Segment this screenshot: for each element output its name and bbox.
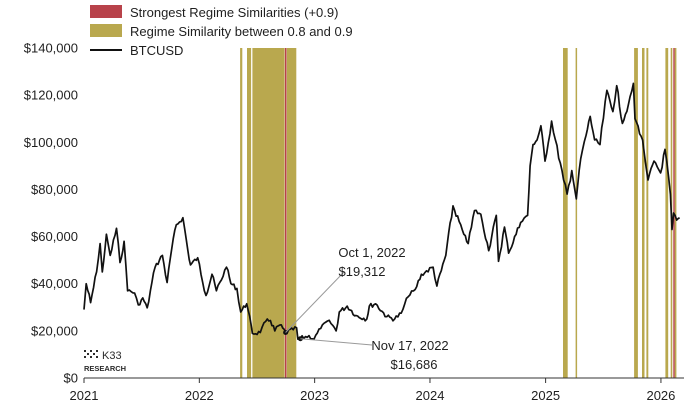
x-tick-label: 2021 (70, 388, 99, 403)
x-tick-label: 2025 (531, 388, 560, 403)
x-tick-label: 2026 (646, 388, 675, 403)
legend-label: Regime Similarity between 0.8 and 0.9 (130, 24, 353, 39)
annotation-date: Oct 1, 2022 (338, 245, 405, 260)
legend-swatch (90, 5, 122, 18)
logo-dot (84, 350, 86, 352)
logo-dot (87, 353, 89, 355)
y-tick-label: $140,000 (24, 41, 78, 56)
logo-dot (90, 356, 92, 358)
regime-band (563, 48, 568, 378)
logo-dot (96, 356, 98, 358)
annotations: Oct 1, 2022 $19,312 Nov 17, 2022 $16,686 (283, 245, 449, 372)
legend-swatch (90, 24, 122, 37)
regime-band (642, 48, 645, 378)
axes: $0 $20,000 $40,000 $60,000 $80,000 $100,000 $1… (24, 41, 684, 403)
y-tick-label: $0 (64, 371, 78, 386)
regime-band (286, 48, 297, 378)
y-tick-label: $80,000 (31, 182, 78, 197)
regime-band (634, 48, 638, 378)
regime-band (646, 48, 649, 378)
regime-band (240, 48, 243, 378)
regime-band (665, 48, 669, 378)
btcusd-line (83, 82, 681, 340)
regime-band (284, 48, 287, 378)
y-tick-label: $60,000 (31, 229, 78, 244)
annotation-leader (285, 271, 345, 333)
brand-sub: RESEARCH (84, 364, 126, 373)
series-layer (83, 82, 681, 340)
y-tick-label: $20,000 (31, 323, 78, 338)
legend: Strongest Regime Similarities (+0.9) Regi… (90, 5, 353, 58)
logo-dot (96, 350, 98, 352)
regime-band (247, 48, 252, 378)
logo-dot (93, 353, 95, 355)
x-tick-label: 2022 (185, 388, 214, 403)
x-tick-label: 2024 (416, 388, 445, 403)
annotation-date: Nov 17, 2022 (371, 338, 448, 353)
logo-dot (84, 356, 86, 358)
annotation-value: $16,686 (391, 357, 438, 372)
annotation-value: $19,312 (339, 264, 386, 279)
legend-label: BTCUSD (130, 43, 183, 58)
regime-band (674, 48, 677, 378)
annotation-leader (300, 338, 373, 346)
y-tick-label: $100,000 (24, 135, 78, 150)
regime-bands (240, 48, 677, 378)
y-tick-label: $40,000 (31, 276, 78, 291)
legend-label: Strongest Regime Similarities (+0.9) (130, 5, 338, 20)
y-tick-label: $120,000 (24, 88, 78, 103)
brand-logo: K33 RESEARCH (84, 350, 126, 373)
brand-name: K33 (102, 350, 122, 362)
regime-band (575, 48, 578, 378)
regime-band (252, 48, 285, 378)
x-tick-label: 2023 (300, 388, 329, 403)
logo-dot (90, 350, 92, 352)
